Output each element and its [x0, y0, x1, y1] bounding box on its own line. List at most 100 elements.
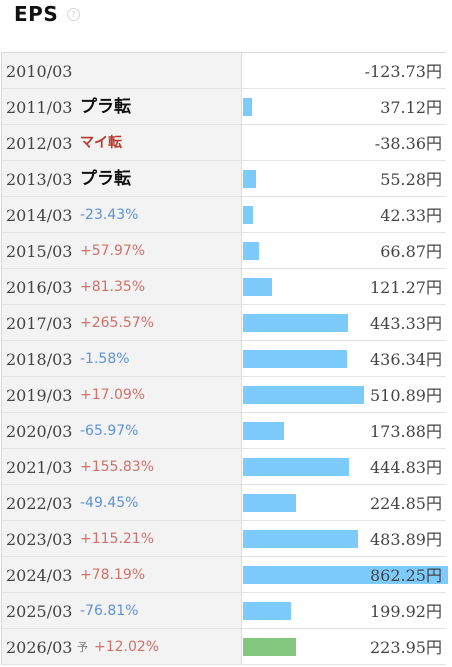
table-row: 2013/03 プラ転 55.28円 — [2, 161, 446, 197]
value-label: 862.25円 — [370, 566, 442, 585]
eps-bar — [243, 530, 358, 548]
row-label-cell: 2015/03 +57.97% — [2, 233, 242, 268]
eps-bar — [243, 206, 253, 224]
value-label: 444.83円 — [370, 458, 442, 477]
value-label: 224.85円 — [370, 494, 442, 513]
year-label: 2022/03 — [6, 494, 73, 513]
change-label: -49.45% — [80, 495, 139, 511]
change-label: マイ転 — [80, 135, 122, 151]
table-row: 2012/03 マイ転 -38.36円 — [2, 125, 446, 161]
help-icon[interactable]: ? — [67, 8, 80, 21]
forecast-bar — [243, 638, 296, 656]
row-label-cell: 2017/03 +265.57% — [2, 305, 242, 340]
year-label: 2014/03 — [6, 206, 73, 225]
eps-bar — [243, 278, 272, 296]
eps-bar — [243, 422, 284, 440]
value-label: 436.34円 — [370, 350, 442, 369]
table-row: 2026/03 予 +12.02% 223.95円 — [2, 629, 446, 665]
year-label: 2026/03 — [6, 638, 73, 657]
eps-bar — [243, 386, 364, 404]
change-label: プラ転 — [80, 97, 131, 117]
table-row: 2020/03 -65.97% 173.88円 — [2, 413, 446, 449]
eps-table: 2010/03 -123.73円 2011/03 プラ転 37.12円 2012/03 マイ… — [1, 52, 448, 665]
change-label: -1.58% — [80, 351, 130, 367]
eps-bar — [243, 494, 296, 512]
table-row: 2016/03 +81.35% 121.27円 — [2, 269, 446, 305]
value-label: -123.73円 — [364, 62, 442, 81]
value-label: 510.89円 — [370, 386, 442, 405]
change-label: +78.19% — [80, 567, 146, 583]
row-label-cell: 2021/03 +155.83% — [2, 449, 242, 484]
value-label: 223.95円 — [370, 638, 442, 657]
row-label-cell: 2014/03 -23.43% — [2, 197, 242, 232]
row-label-cell: 2013/03 プラ転 — [2, 161, 242, 196]
eps-bar — [243, 98, 252, 116]
row-label-cell: 2022/03 -49.45% — [2, 485, 242, 520]
table-row: 2024/03 +78.19% 862.25円 — [2, 557, 448, 593]
table-row: 2017/03 +265.57% 443.33円 — [2, 305, 446, 341]
eps-bar — [243, 350, 347, 368]
table-row: 2021/03 +155.83% 444.83円 — [2, 449, 446, 485]
value-label: 173.88円 — [370, 422, 442, 441]
row-label-cell: 2016/03 +81.35% — [2, 269, 242, 304]
year-label: 2011/03 — [6, 98, 73, 117]
value-label: 42.33円 — [380, 206, 442, 225]
table-row: 2018/03 -1.58% 436.34円 — [2, 341, 446, 377]
row-label-cell: 2012/03 マイ転 — [2, 125, 242, 160]
year-label: 2023/03 — [6, 530, 73, 549]
row-label-cell: 2020/03 -65.97% — [2, 413, 242, 448]
year-label: 2021/03 — [6, 458, 73, 477]
change-label: +17.09% — [80, 387, 146, 403]
table-row: 2025/03 -76.81% 199.92円 — [2, 593, 446, 629]
row-label-cell: 2025/03 -76.81% — [2, 593, 242, 628]
eps-bar — [243, 242, 259, 260]
forecast-mark: 予 — [77, 641, 88, 654]
year-label: 2020/03 — [6, 422, 73, 441]
year-label: 2016/03 — [6, 278, 73, 297]
year-label: 2018/03 — [6, 350, 73, 369]
eps-bar — [243, 314, 348, 332]
row-label-cell: 2024/03 +78.19% — [2, 557, 242, 592]
value-label: 66.87円 — [380, 242, 442, 261]
change-label: +155.83% — [80, 459, 155, 475]
value-label: -38.36円 — [374, 134, 442, 153]
eps-bar — [243, 458, 349, 476]
chart-title: EPS — [14, 2, 59, 26]
change-label: +265.57% — [80, 315, 155, 331]
year-label: 2024/03 — [6, 566, 73, 585]
table-row: 2010/03 -123.73円 — [2, 53, 446, 89]
value-label: 443.33円 — [370, 314, 442, 333]
row-label-cell: 2018/03 -1.58% — [2, 341, 242, 376]
change-label: +57.97% — [80, 243, 146, 259]
year-label: 2017/03 — [6, 314, 73, 333]
change-label: -65.97% — [80, 423, 139, 439]
eps-bar — [243, 566, 448, 584]
value-label: 121.27円 — [370, 278, 442, 297]
eps-header: EPS ? — [0, 0, 452, 40]
value-label: 37.12円 — [380, 98, 442, 117]
row-label-cell: 2011/03 プラ転 — [2, 89, 242, 124]
change-label: +115.21% — [80, 531, 155, 547]
row-label-cell: 2026/03 予 +12.02% — [2, 629, 242, 664]
year-label: 2015/03 — [6, 242, 73, 261]
year-label: 2019/03 — [6, 386, 73, 405]
table-row: 2015/03 +57.97% 66.87円 — [2, 233, 446, 269]
value-label: 199.92円 — [370, 602, 442, 621]
value-label: 55.28円 — [380, 170, 442, 189]
change-label: -76.81% — [80, 603, 139, 619]
row-label-cell: 2019/03 +17.09% — [2, 377, 242, 412]
year-label: 2010/03 — [6, 62, 73, 81]
change-label: +81.35% — [80, 279, 146, 295]
table-row: 2022/03 -49.45% 224.85円 — [2, 485, 446, 521]
row-label-cell: 2010/03 — [2, 53, 242, 88]
change-label: +12.02% — [94, 639, 160, 655]
table-row: 2019/03 +17.09% 510.89円 — [2, 377, 446, 413]
change-label: プラ転 — [80, 169, 131, 189]
value-label: 483.89円 — [370, 530, 442, 549]
eps-bar — [243, 170, 256, 188]
table-row: 2023/03 +115.21% 483.89円 — [2, 521, 446, 557]
eps-bar — [243, 602, 291, 620]
change-label: -23.43% — [80, 207, 139, 223]
table-row: 2014/03 -23.43% 42.33円 — [2, 197, 446, 233]
table-row: 2011/03 プラ転 37.12円 — [2, 89, 446, 125]
